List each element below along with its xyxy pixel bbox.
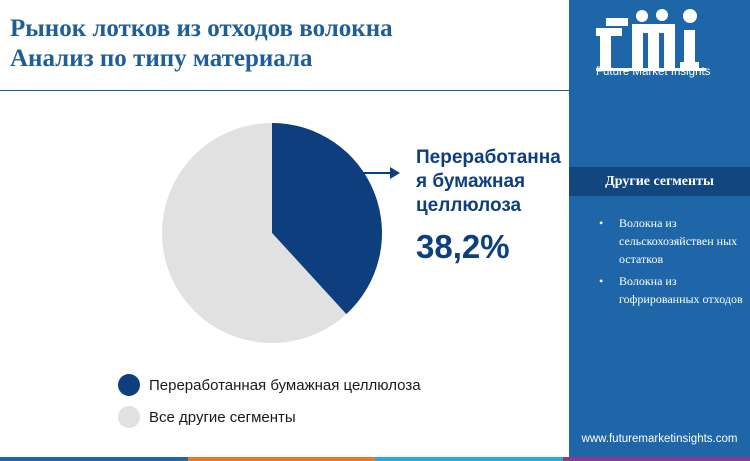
bottom-bar-segment bbox=[187, 457, 375, 461]
legend-item-recycled-pulp: Переработанная бумажная целлюлоза bbox=[118, 372, 421, 398]
legend-swatch-other-segments bbox=[118, 406, 140, 428]
pie-slice-other-segments bbox=[162, 123, 347, 344]
bottom-bar-segment bbox=[0, 457, 188, 461]
chart-title: Рынок лотков из отходов волокна Анализ п… bbox=[10, 14, 550, 74]
legend-label-other-segments: Все другие сегменты bbox=[149, 408, 296, 426]
other-segments-list: Волокна из сельскохозяйствен ных остатко… bbox=[599, 214, 744, 312]
pie-slice-recycled-pulp bbox=[272, 123, 382, 315]
title-divider bbox=[0, 90, 569, 91]
other-segment-item: Волокна из гофрированных отходов bbox=[599, 272, 744, 308]
bottom-bar-segment bbox=[375, 457, 563, 461]
other-segment-item: Волокна из сельскохозяйствен ных остатко… bbox=[599, 214, 744, 268]
legend-label-recycled-pulp: Переработанная бумажная целлюлоза bbox=[149, 376, 421, 394]
bottom-color-bar bbox=[0, 457, 750, 461]
callout-label: Переработанна я бумажная целлюлоза bbox=[416, 147, 561, 216]
other-segments-header: Другие сегменты bbox=[569, 167, 750, 196]
title-line-2: Анализ по типу материала bbox=[10, 45, 313, 72]
sidebar: Future Market Insights Другие сегменты В… bbox=[569, 0, 750, 461]
legend-item-other-segments: Все другие сегменты bbox=[118, 404, 421, 430]
pie-chart bbox=[162, 123, 400, 344]
callout-arrow-head bbox=[390, 167, 400, 179]
logo-text: Future Market Insights bbox=[596, 66, 711, 78]
website-link[interactable]: www.futuremarketinsights.com bbox=[581, 433, 738, 445]
bottom-bar-segment bbox=[562, 457, 750, 461]
legend-swatch-recycled-pulp bbox=[118, 374, 140, 396]
fmi-logo bbox=[596, 9, 706, 71]
chart-legend: Переработанная бумажная целлюлоза Все др… bbox=[118, 372, 421, 436]
callout-value: 38,2% bbox=[416, 228, 510, 265]
title-line-1: Рынок лотков из отходов волокна bbox=[10, 15, 393, 42]
